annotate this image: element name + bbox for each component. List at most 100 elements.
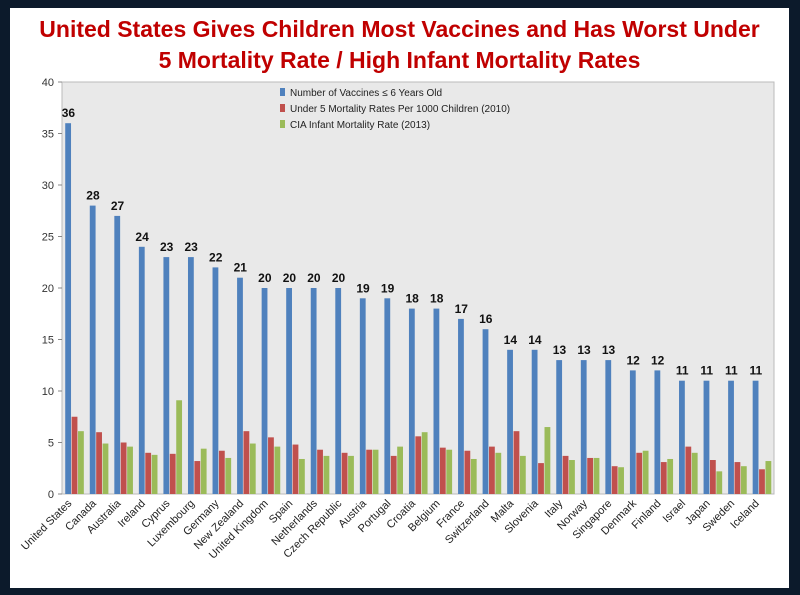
bar-2-21: [593, 457, 600, 494]
slide: United States Gives Children Most Vaccin…: [10, 8, 789, 588]
bar-0-19: [531, 349, 538, 494]
data-label-26: 11: [700, 364, 713, 378]
bar-2-1: [102, 443, 109, 494]
y-tick-label-8: 40: [42, 77, 54, 89]
bar-2-24: [667, 458, 674, 494]
bar-2-6: [225, 457, 232, 494]
bar-0-13: [384, 298, 391, 494]
bar-0-6: [212, 267, 219, 494]
bar-1-3: [145, 452, 152, 494]
data-label-27: 11: [725, 364, 738, 378]
data-label-8: 20: [258, 271, 272, 285]
bar-0-25: [679, 380, 685, 494]
data-label-5: 23: [185, 240, 199, 254]
bar-2-28: [765, 461, 772, 494]
bar-1-16: [464, 450, 471, 494]
legend-swatch-1: [280, 104, 285, 112]
bar-1-22: [611, 466, 618, 494]
bar-2-5: [200, 448, 207, 494]
data-label-10: 20: [307, 271, 321, 285]
bar-2-15: [446, 449, 453, 494]
data-label-9: 20: [283, 271, 297, 285]
legend-label-2: CIA Infant Mortality Rate (2013): [290, 120, 430, 131]
bar-0-27: [728, 380, 734, 494]
chart-title-line-1: United States Gives Children Most Vaccin…: [39, 16, 760, 42]
bar-2-12: [372, 449, 379, 494]
bar-2-3: [151, 454, 158, 494]
legend-swatch-2: [280, 120, 285, 128]
data-label-12: 19: [356, 281, 370, 295]
bar-1-24: [660, 462, 667, 494]
bar-1-1: [96, 432, 102, 494]
data-label-13: 19: [381, 281, 395, 295]
y-tick-label-2: 10: [42, 386, 54, 398]
bar-0-3: [138, 246, 145, 494]
bar-1-13: [390, 455, 397, 494]
bar-1-23: [636, 452, 643, 494]
chart-title-line-2: 5 Mortality Rate / High Infant Mortality…: [158, 47, 641, 73]
bar-0-20: [556, 360, 563, 494]
y-axis: 0 5 10 15 20 25 30 35 40: [42, 77, 62, 501]
bar-1-5: [194, 461, 201, 494]
y-tick-label-4: 20: [42, 283, 54, 295]
bar-0-11: [335, 288, 342, 494]
bar-2-25: [691, 452, 698, 494]
bar-2-13: [397, 446, 403, 494]
y-tick-label-3: 15: [42, 335, 54, 347]
bar-0-23: [629, 370, 636, 494]
bar-1-26: [709, 460, 716, 494]
bar-0-0: [65, 123, 72, 494]
bar-0-4: [163, 257, 170, 494]
bar-1-8: [268, 437, 274, 494]
bar-2-11: [348, 455, 354, 494]
bar-1-12: [366, 449, 373, 494]
legend: Number of Vaccines ≤ 6 Years Old Under 5 …: [280, 88, 510, 131]
bar-0-24: [654, 370, 661, 494]
data-label-28: 11: [750, 364, 763, 378]
bar-0-15: [433, 308, 440, 494]
y-tick-label-5: 25: [42, 232, 54, 244]
data-label-7: 21: [234, 261, 248, 275]
bar-2-8: [274, 446, 281, 494]
bar-2-9: [298, 458, 305, 494]
bar-2-26: [716, 471, 723, 494]
bar-1-21: [587, 457, 594, 494]
data-label-20: 13: [553, 343, 567, 357]
bars: [65, 123, 772, 494]
bar-1-19: [538, 463, 544, 494]
bar-1-6: [218, 450, 225, 494]
bar-0-9: [286, 288, 292, 494]
data-label-15: 18: [430, 292, 444, 306]
bar-0-12: [359, 298, 366, 494]
bar-0-2: [114, 215, 121, 494]
legend-label-0: Number of Vaccines ≤ 6 Years Old: [290, 88, 442, 99]
bar-1-4: [169, 453, 176, 494]
data-label-11: 20: [332, 271, 346, 285]
bar-2-20: [569, 460, 575, 494]
data-label-3: 24: [135, 230, 149, 244]
bar-0-1: [89, 205, 96, 494]
bar-0-21: [580, 360, 587, 494]
bar-0-5: [187, 257, 194, 494]
bar-2-23: [642, 450, 649, 494]
bar-0-10: [310, 288, 317, 494]
chart-title: United States Gives Children Most Vaccin…: [10, 14, 789, 76]
bar-1-2: [120, 442, 127, 494]
data-label-0: 36: [62, 106, 76, 120]
bar-2-22: [618, 467, 624, 494]
bar-2-18: [519, 455, 526, 494]
data-label-23: 12: [626, 353, 640, 367]
bar-0-26: [703, 380, 710, 494]
bar-2-4: [176, 400, 183, 494]
y-tick-label-0: 0: [48, 489, 54, 501]
bar-1-0: [71, 416, 78, 494]
bar-0-17: [482, 329, 489, 494]
bar-2-10: [323, 455, 330, 494]
bar-1-17: [489, 446, 495, 494]
y-tick-label-7: 35: [42, 129, 54, 141]
bar-1-9: [292, 444, 299, 494]
bar-1-11: [341, 452, 348, 494]
data-label-4: 23: [160, 240, 174, 254]
bar-1-25: [685, 446, 692, 494]
bar-0-14: [408, 308, 415, 494]
